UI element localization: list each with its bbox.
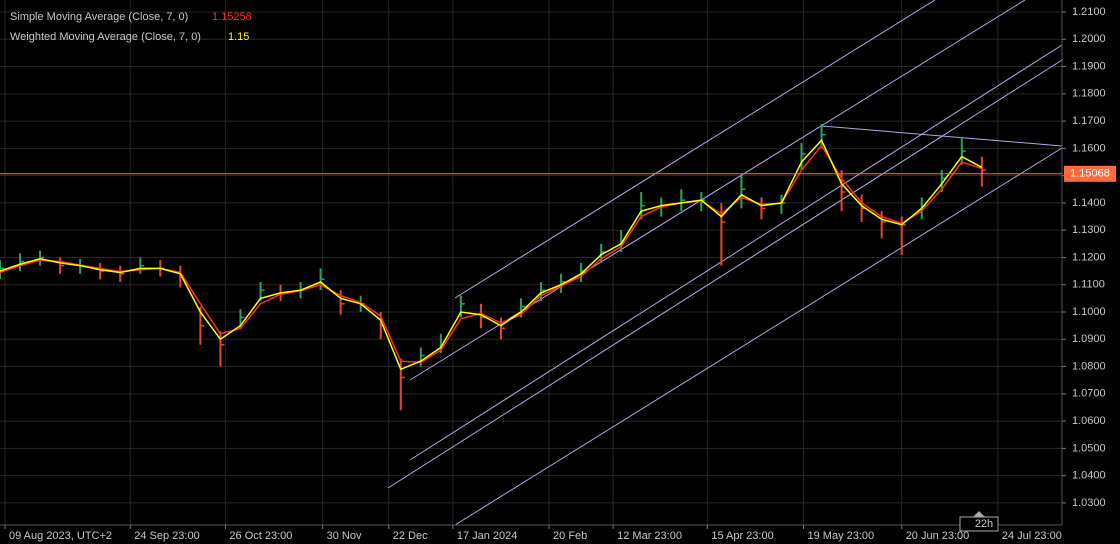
price-bar [640, 192, 646, 220]
countdown-text: 22h [975, 518, 993, 530]
x-tick-label: 12 Mar 23:00 [617, 530, 682, 542]
price-bar [840, 170, 846, 212]
x-tick-label: 09 Aug 2023, UTC+2 [9, 530, 112, 542]
x-tick-label: 15 Apr 23:00 [711, 530, 773, 542]
price-bar [540, 282, 546, 302]
legend: Simple Moving Average (Close, 7, 0) 1.15… [10, 11, 252, 43]
y-tick-label: 1.0800 [1072, 360, 1106, 372]
y-tick-label: 1.0700 [1072, 388, 1106, 400]
price-bar [0, 260, 4, 280]
channel-line [409, 0, 1026, 381]
channel-line [454, 147, 1063, 526]
x-tick-label: 17 Jan 2024 [457, 530, 518, 542]
price-bar [19, 253, 25, 272]
moving-average-line [0, 138, 983, 371]
x-tick-label: 30 Nov [327, 530, 362, 542]
countdown: 22h [959, 511, 999, 532]
trend-channels [387, 0, 1063, 526]
x-tick-label: 20 Jun 23:00 [906, 530, 970, 542]
price-bar [880, 211, 886, 239]
x-tick-label: 26 Oct 23:00 [229, 530, 292, 542]
channel-line [409, 44, 1063, 461]
y-tick-label: 1.0400 [1072, 470, 1106, 482]
price-bar [219, 331, 225, 367]
y-tick-label: 1.1800 [1072, 88, 1106, 100]
grid [0, 0, 1062, 525]
y-tick-label: 1.1600 [1072, 142, 1106, 154]
price-label-box [1064, 165, 1116, 182]
legend-value: 1.15 [228, 31, 249, 43]
y-tick-label: 1.1200 [1072, 251, 1106, 263]
legend-value: 1.15258 [212, 11, 252, 23]
channel-line [387, 59, 1063, 489]
price-bar [960, 137, 966, 165]
y-tick-label: 1.0500 [1072, 442, 1106, 454]
x-tick-label: 20 Feb [553, 530, 587, 542]
price-bar [479, 303, 485, 329]
price-bar [319, 268, 325, 291]
y-tick-label: 1.1700 [1072, 115, 1106, 127]
price-bar [760, 197, 766, 220]
y-tick-label: 1.1900 [1072, 60, 1106, 72]
y-tick-label: 1.1000 [1072, 306, 1106, 318]
price-bar [39, 250, 45, 266]
y-tick-label: 1.0900 [1072, 333, 1106, 345]
price-bar [59, 257, 65, 274]
x-tick-label: 19 May 23:00 [808, 530, 875, 542]
y-tick-label: 1.0300 [1072, 497, 1106, 509]
price-bar [499, 317, 505, 340]
y-tick-label: 1.1300 [1072, 224, 1106, 236]
price-bar [119, 265, 125, 282]
price-bar [800, 142, 806, 171]
price-bar [99, 262, 105, 280]
legend-label: Weighted Moving Average (Close, 7, 0) [10, 31, 201, 43]
legend-label: Simple Moving Average (Close, 7, 0) [10, 11, 188, 23]
channel-line [454, 0, 936, 299]
price-bar [459, 295, 465, 318]
channel-line [821, 125, 1063, 147]
y-tick-label: 1.1100 [1072, 279, 1105, 291]
price-bar [339, 290, 345, 315]
price-bar [820, 123, 826, 149]
countdown-arrow [973, 511, 985, 517]
y-tick-label: 1.2100 [1072, 6, 1106, 18]
y-tick-label: 1.1400 [1072, 197, 1106, 209]
price-bar [740, 175, 746, 209]
price-bar [680, 189, 686, 212]
price-bar [139, 257, 145, 274]
y-tick-label: 1.0600 [1072, 415, 1106, 427]
price-label: 1.15068 [1070, 168, 1110, 180]
price-bar [399, 358, 405, 411]
plot [0, 123, 986, 411]
price-bar [980, 156, 986, 187]
x-tick-label: 24 Jul 23:00 [1002, 530, 1062, 542]
x-tick-label: 22 Dec [393, 530, 428, 542]
x-tick-label: 24 Sep 23:00 [134, 530, 199, 542]
y-tick-label: 1.2000 [1072, 33, 1106, 45]
price-bar [560, 273, 566, 293]
price-bar [419, 347, 425, 367]
